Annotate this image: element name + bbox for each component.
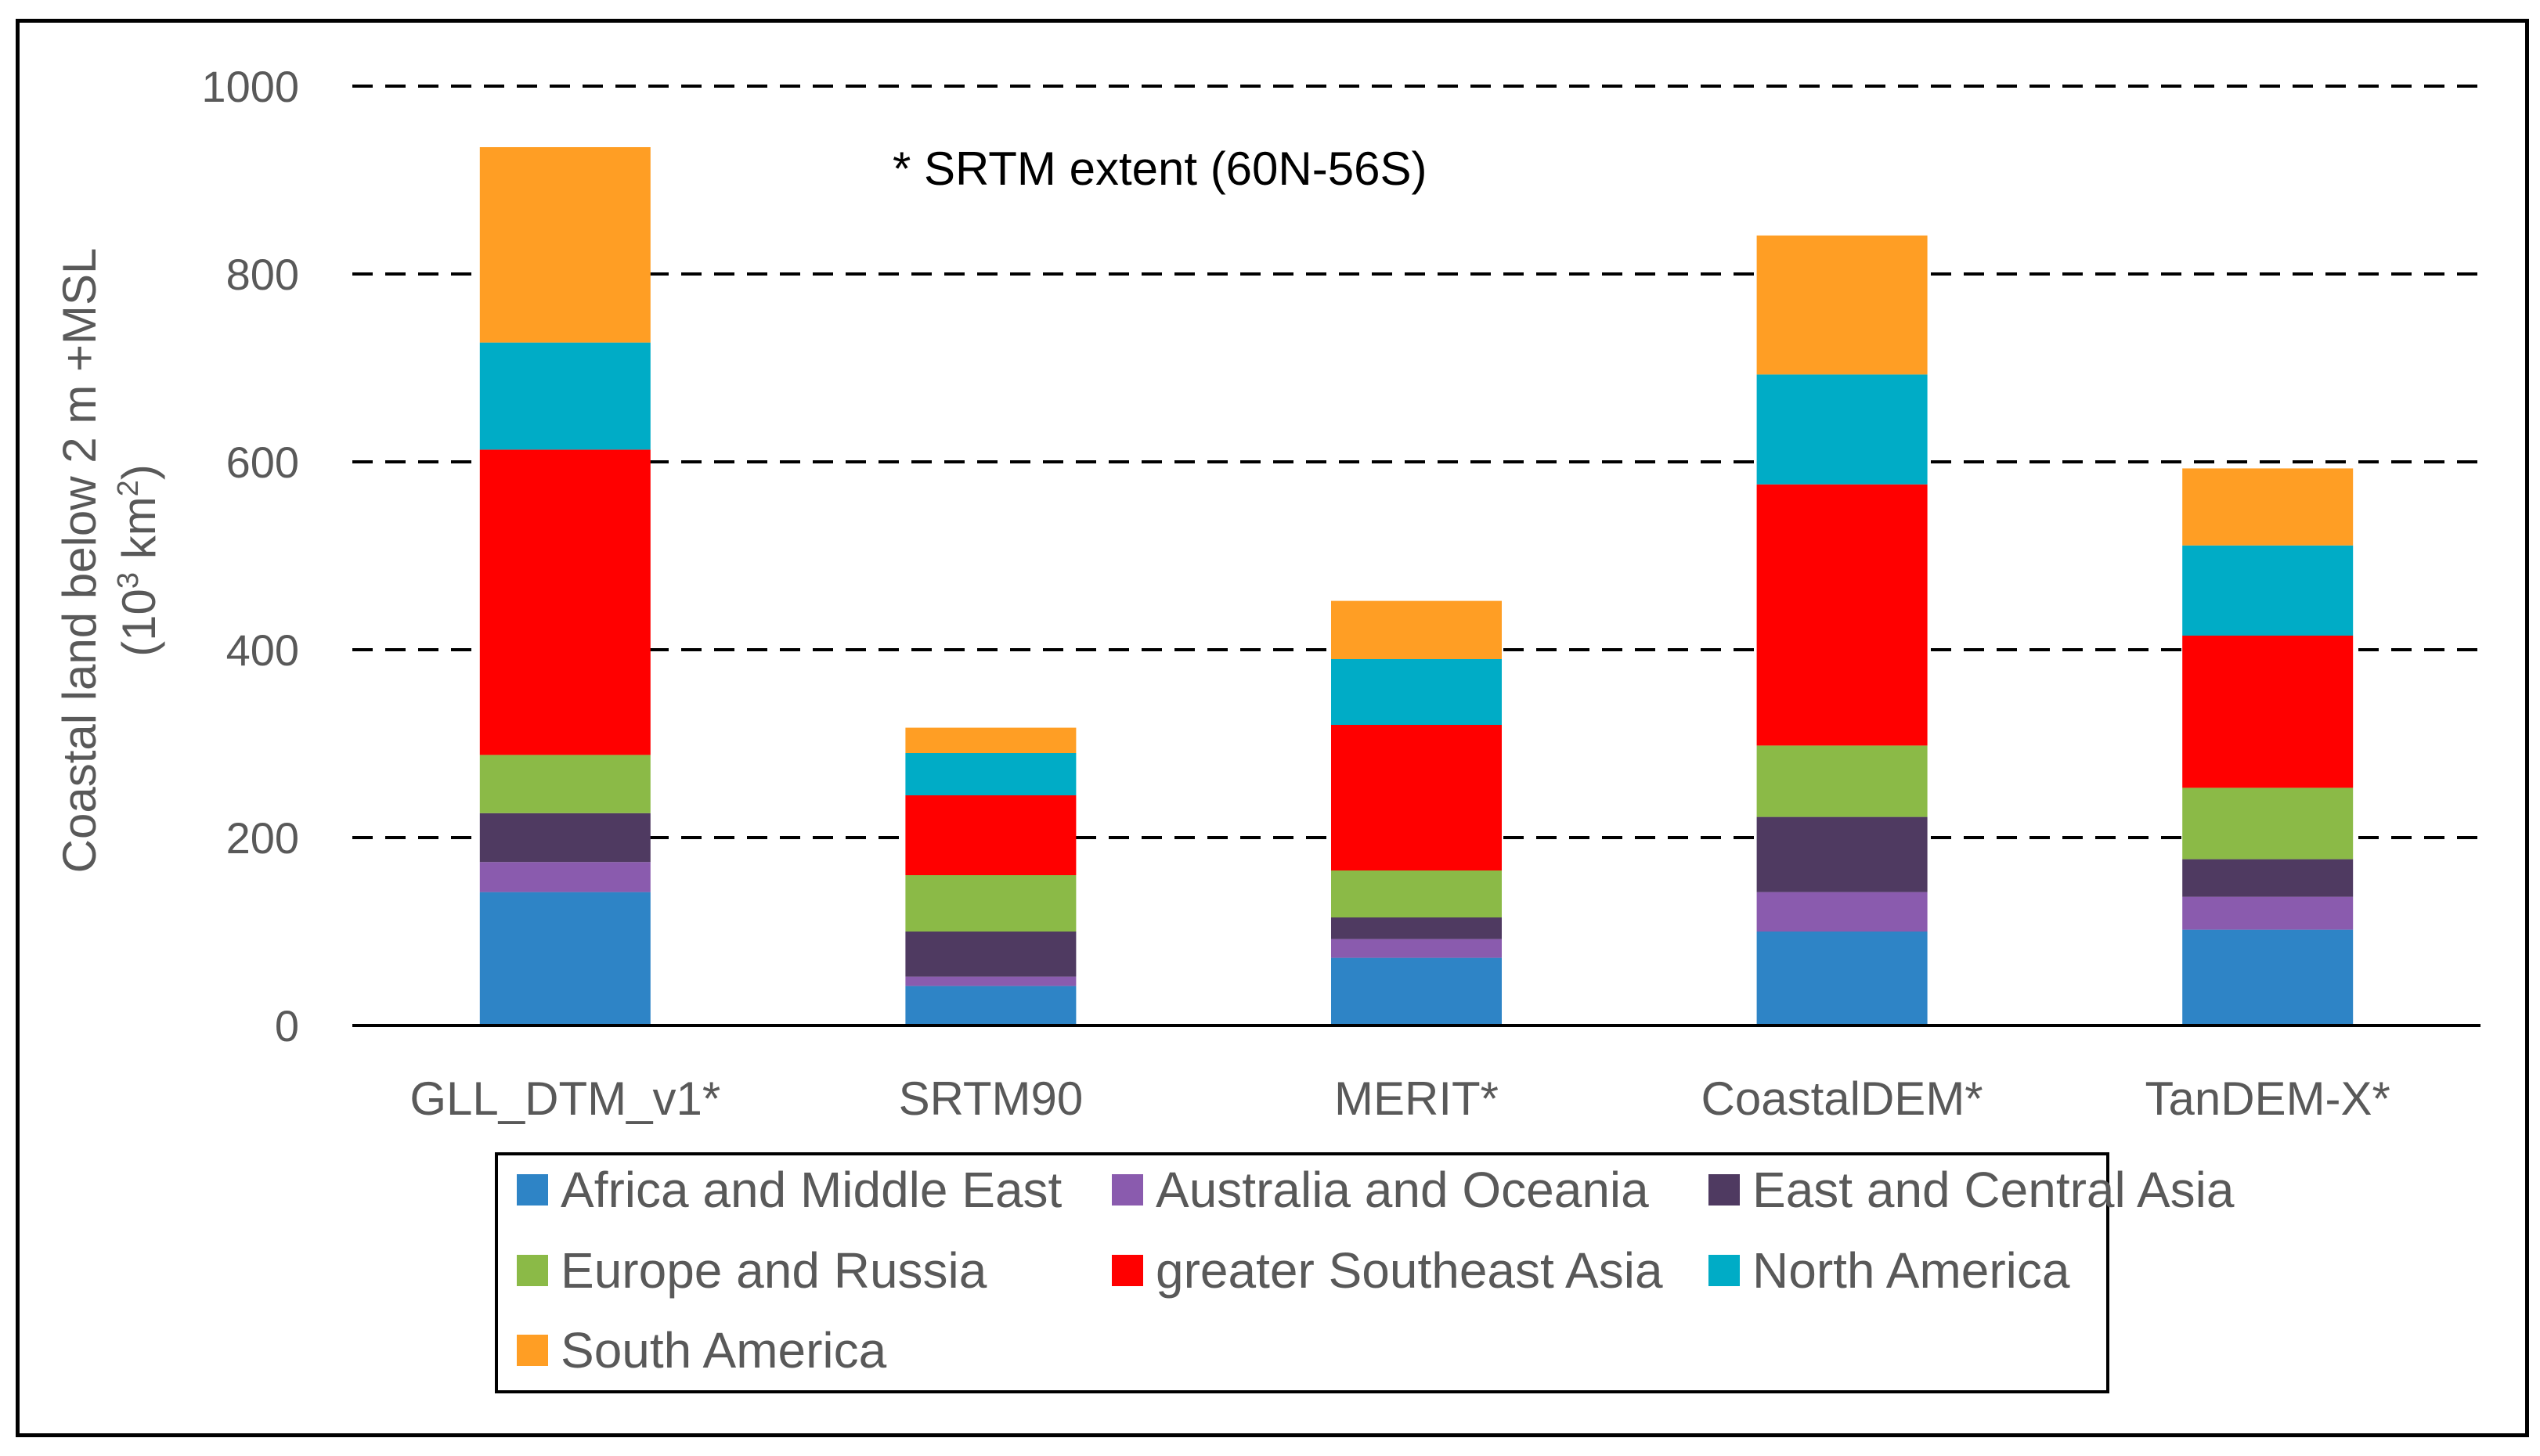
bar-segment bbox=[1756, 374, 1928, 485]
legend-label: South America bbox=[561, 1322, 887, 1379]
bar-segment bbox=[905, 875, 1077, 932]
legend-label: East and Central Asia bbox=[1752, 1162, 2235, 1218]
legend-swatch bbox=[1708, 1174, 1740, 1206]
annotation-text: * SRTM extent (60N-56S) bbox=[893, 142, 1427, 195]
legend-swatch bbox=[1708, 1255, 1740, 1286]
bar-segment bbox=[2182, 787, 2354, 860]
bar-segment bbox=[479, 342, 651, 450]
bar-segment bbox=[905, 753, 1077, 795]
bar-segment bbox=[1331, 659, 1502, 725]
y-axis-label-line1: Coastal land below 2 m +MSL bbox=[53, 248, 106, 874]
bar-segment bbox=[479, 449, 651, 755]
bar-segment bbox=[1756, 932, 1928, 1025]
legend-swatch bbox=[1112, 1255, 1143, 1286]
bar-segment bbox=[2182, 636, 2354, 788]
legend-swatch bbox=[517, 1335, 548, 1366]
y-tick-label: 1000 bbox=[201, 62, 299, 111]
y-tick-label: 200 bbox=[226, 813, 299, 863]
legend-label: North America bbox=[1752, 1242, 2070, 1299]
y-axis-label-line2: (103 km2) bbox=[112, 464, 165, 657]
bar-segment bbox=[905, 727, 1077, 753]
chart-frame bbox=[16, 19, 2529, 1437]
y-axis-label: Coastal land below 2 m +MSL (103 km2) bbox=[53, 248, 165, 874]
x-category-label: TanDEM-X* bbox=[2145, 1072, 2390, 1125]
bar-segment bbox=[1756, 235, 1928, 375]
bar-segment bbox=[1331, 725, 1502, 870]
legend-label: greater Southeast Asia bbox=[1156, 1242, 1663, 1299]
bar-segment bbox=[905, 986, 1077, 1025]
x-category-label: MERIT* bbox=[1334, 1072, 1499, 1125]
bar-segment bbox=[1331, 870, 1502, 917]
y-tick-label: 0 bbox=[275, 1001, 299, 1051]
legend: Africa and Middle East Australia and Ocea… bbox=[495, 1152, 2235, 1393]
bar-segment bbox=[1756, 816, 1928, 892]
bar-segment bbox=[479, 147, 651, 343]
bars bbox=[479, 147, 2354, 1025]
legend-swatch bbox=[1112, 1174, 1143, 1206]
legend-swatch bbox=[517, 1255, 548, 1286]
y-tick-label: 400 bbox=[226, 625, 299, 675]
bar-segment bbox=[905, 976, 1077, 986]
bar-segment bbox=[1756, 484, 1928, 746]
bar-segment bbox=[2182, 545, 2354, 636]
x-category-label: SRTM90 bbox=[899, 1072, 1084, 1125]
x-category-label: GLL_DTM_v1* bbox=[410, 1072, 720, 1125]
y-axis-ticks: 0 200 400 600 800 1000 bbox=[201, 62, 299, 1051]
legend-label: Africa and Middle East bbox=[561, 1162, 1063, 1218]
legend-box bbox=[495, 1152, 2109, 1393]
x-axis-categories: GLL_DTM_v1* SRTM90 MERIT* CoastalDEM* TanDEM… bbox=[410, 1072, 2390, 1125]
bar-segment bbox=[479, 813, 651, 863]
bar-segment bbox=[479, 755, 651, 813]
bar-segment bbox=[1331, 957, 1502, 1025]
bar-segment bbox=[1331, 939, 1502, 958]
bar-segment bbox=[2182, 896, 2354, 930]
bar-segment bbox=[1756, 745, 1928, 817]
bar-segment bbox=[905, 932, 1077, 977]
bar-segment bbox=[905, 795, 1077, 875]
bar-segment bbox=[1756, 892, 1928, 932]
bar-segment bbox=[479, 892, 651, 1025]
y-tick-label: 600 bbox=[226, 438, 299, 487]
legend-label: Europe and Russia bbox=[561, 1242, 987, 1299]
bar-segment bbox=[1331, 917, 1502, 939]
bar-segment bbox=[479, 862, 651, 892]
x-category-label: CoastalDEM* bbox=[1701, 1072, 1983, 1125]
legend-swatch bbox=[517, 1174, 548, 1206]
legend-label: Australia and Oceania bbox=[1156, 1162, 1649, 1218]
bar-segment bbox=[1331, 600, 1502, 659]
bar-segment bbox=[2182, 929, 2354, 1025]
bar-segment bbox=[2182, 859, 2354, 897]
bar-segment bbox=[2182, 468, 2354, 546]
y-tick-label: 800 bbox=[226, 250, 299, 299]
